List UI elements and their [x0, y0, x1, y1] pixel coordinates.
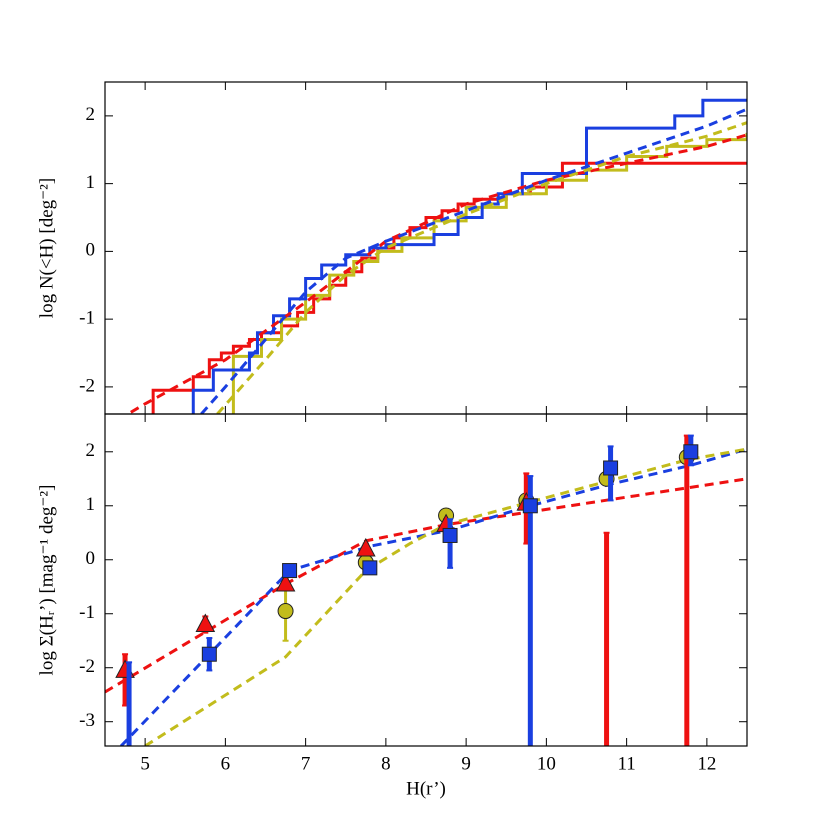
circle-marker	[277, 603, 294, 620]
x-tick-label: 5	[140, 753, 150, 774]
fit-line	[105, 477, 747, 694]
x-axis-label: H(r’)	[406, 778, 446, 799]
y-tick-label: -1	[79, 602, 95, 623]
plot-area	[124, 98, 747, 414]
x-tick-label: 11	[617, 753, 635, 774]
fit-line	[216, 121, 747, 414]
square-marker	[362, 560, 378, 576]
axes-frame	[104, 81, 748, 415]
x-tick-label: 12	[697, 753, 716, 774]
step-line	[231, 132, 747, 414]
step-line	[151, 161, 747, 414]
y-tick-label: -3	[79, 710, 95, 731]
x-tick-label: 10	[537, 753, 556, 774]
y-tick-label: -2	[79, 656, 95, 677]
square-marker	[201, 646, 217, 662]
square-marker	[282, 563, 298, 579]
x-tick-label: 9	[461, 753, 471, 774]
fit-line	[144, 447, 747, 746]
triangle-marker	[195, 613, 216, 633]
y-tick-label: 2	[86, 440, 96, 461]
y-axis-label: log N(<H) [deg⁻²]	[36, 178, 57, 318]
y-tick-label: -1	[79, 308, 95, 329]
y-tick-label: 2	[86, 104, 96, 125]
x-tick-label: 8	[381, 753, 391, 774]
square-marker	[683, 444, 699, 460]
y-axis-label: log Σ(Hᵣ’) [mag⁻¹ deg⁻²]	[36, 485, 57, 676]
fit-line	[124, 133, 747, 414]
triangle-marker	[355, 537, 376, 557]
square-marker	[522, 498, 538, 514]
y-tick-label: 0	[86, 548, 96, 569]
y-tick-label: -2	[79, 375, 95, 396]
square-marker	[603, 460, 619, 476]
square-marker	[442, 527, 458, 543]
triangle-marker	[275, 572, 296, 592]
fit-line	[200, 107, 747, 414]
y-tick-label: 0	[86, 240, 96, 261]
x-tick-label: 6	[221, 753, 231, 774]
step-line	[191, 98, 747, 414]
y-tick-label: 1	[86, 494, 96, 515]
x-tick-label: 7	[301, 753, 311, 774]
plot-area	[105, 434, 747, 746]
y-tick-label: 1	[86, 172, 96, 193]
axes-frame	[104, 413, 748, 747]
